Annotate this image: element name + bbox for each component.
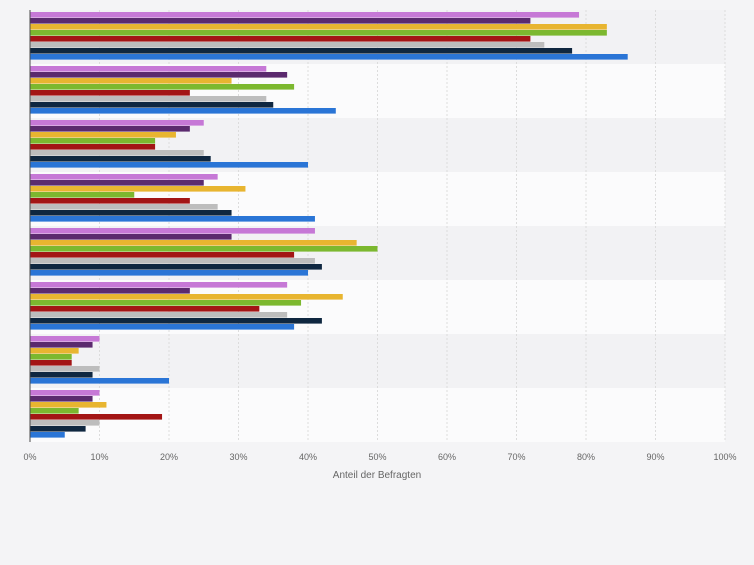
bar — [30, 90, 190, 96]
bar — [30, 402, 107, 408]
bar — [30, 144, 156, 150]
x-tick-label: 10% — [90, 452, 108, 462]
bar — [30, 336, 100, 342]
bars — [30, 12, 628, 438]
bar — [30, 42, 545, 48]
x-tick-label: 100% — [713, 452, 736, 462]
bar — [30, 72, 288, 78]
bar — [30, 246, 378, 252]
bar — [30, 174, 218, 180]
bar — [30, 66, 267, 72]
bar — [30, 54, 628, 60]
bar — [30, 318, 322, 324]
bar — [30, 24, 607, 30]
bar — [30, 294, 343, 300]
bar — [30, 342, 93, 348]
bar — [30, 156, 211, 162]
bar — [30, 258, 315, 264]
bar — [30, 348, 79, 354]
bar — [30, 360, 72, 366]
bar — [30, 390, 100, 396]
bar — [30, 36, 531, 42]
bar — [30, 138, 156, 144]
bar — [30, 84, 295, 90]
bar — [30, 378, 169, 384]
bar — [30, 372, 93, 378]
bar — [30, 216, 315, 222]
x-tick-label: 30% — [229, 452, 247, 462]
x-tick-label: 20% — [160, 452, 178, 462]
bar — [30, 252, 295, 258]
x-axis-label: Anteil der Befragten — [333, 470, 421, 481]
bar — [30, 234, 232, 240]
bar — [30, 162, 308, 168]
bar — [30, 324, 295, 330]
bar — [30, 240, 357, 246]
x-tick-label: 40% — [299, 452, 317, 462]
x-tick-label: 90% — [646, 452, 664, 462]
bar — [30, 228, 315, 234]
bar — [30, 96, 267, 102]
x-tick-label: 60% — [438, 452, 456, 462]
bar — [30, 420, 100, 426]
bar — [30, 12, 580, 18]
bar — [30, 396, 93, 402]
bar — [30, 354, 72, 360]
bar — [30, 78, 232, 84]
bar — [30, 288, 190, 294]
bar — [30, 102, 274, 108]
bar — [30, 426, 86, 432]
bar — [30, 186, 246, 192]
bar — [30, 192, 135, 198]
bar — [30, 312, 288, 318]
bar — [30, 270, 308, 276]
bar — [30, 120, 204, 126]
bar — [30, 264, 322, 270]
bar — [30, 198, 190, 204]
x-tick-label: 70% — [507, 452, 525, 462]
bar — [30, 414, 163, 420]
bar — [30, 180, 204, 186]
bar — [30, 150, 204, 156]
bar — [30, 132, 176, 138]
bar — [30, 18, 531, 24]
x-tick-label: 50% — [368, 452, 386, 462]
grid-lines — [99, 10, 726, 442]
x-axis-tick-labels: 0% 10% 20% 30% 40% 50% 60% 70% 80% 90% 100% — [23, 452, 736, 462]
bar — [30, 30, 607, 36]
bar — [30, 282, 288, 288]
bar — [30, 366, 100, 372]
x-tick-label: 80% — [577, 452, 595, 462]
bar — [30, 300, 302, 306]
bar — [30, 306, 260, 312]
bar — [30, 48, 573, 54]
bar — [30, 408, 79, 414]
x-tick-label: 0% — [23, 452, 36, 462]
bar — [30, 126, 190, 132]
bar — [30, 108, 336, 114]
bar — [30, 210, 232, 216]
bar — [30, 432, 65, 438]
bar — [30, 204, 218, 210]
